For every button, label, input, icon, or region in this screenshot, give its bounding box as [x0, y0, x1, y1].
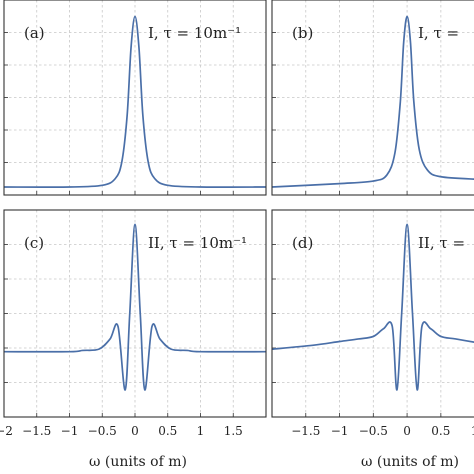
x-tick-label: 0 — [403, 424, 411, 438]
panel-d: −1.5 −1 −0.5 0 0.5 1 (d) II, τ = — [271, 209, 474, 438]
panel-letter-d: (d) — [292, 234, 313, 252]
panel-frame — [271, 209, 474, 418]
panel-annotation-a: I, τ = 10m⁻¹ — [148, 24, 241, 42]
panel-annotation-b: I, τ = — [418, 24, 459, 42]
x-tick-label: 1 — [471, 424, 474, 438]
x-tick-label: −0.5 — [88, 424, 117, 438]
panel-frame — [3, 0, 267, 196]
x-tick-label: 1 — [197, 424, 205, 438]
series-line — [272, 15, 474, 188]
x-tick-label: −1.5 — [291, 424, 320, 438]
x-tick-label: 0.5 — [431, 424, 450, 438]
series-line — [4, 223, 266, 391]
x-tick-label: −1 — [61, 424, 79, 438]
series-line — [272, 223, 474, 391]
x-tick-label: −0.5 — [359, 424, 388, 438]
x-tick-label: 0 — [131, 424, 139, 438]
x-tick-label: 0.5 — [158, 424, 177, 438]
panel-frame — [271, 0, 474, 196]
x-axis-label-right: ω (units of m) — [361, 454, 459, 470]
panel-c: −2 −1.5 −1 −0.5 0 0.5 1 1.5 (c) II, τ = 10m⁻¹ — [0, 209, 267, 438]
panel-letter-a: (a) — [24, 24, 45, 42]
panel-letter-b: (b) — [292, 24, 313, 42]
panel-b: (b) I, τ = — [271, 0, 474, 196]
x-tick-label: 1.5 — [224, 424, 243, 438]
panel-letter-c: (c) — [24, 234, 44, 252]
panel-frame — [3, 209, 267, 418]
panel-annotation-c: II, τ = 10m⁻¹ — [148, 234, 247, 252]
x-tick-label: −2 — [0, 424, 13, 438]
panel-a: (a) I, τ = 10m⁻¹ — [3, 0, 267, 196]
x-tick-label: −1.5 — [22, 424, 51, 438]
x-tick-label: −1 — [331, 424, 349, 438]
panel-annotation-d: II, τ = — [418, 234, 465, 252]
series-line — [4, 15, 266, 188]
x-axis-label-left: ω (units of m) — [89, 454, 187, 470]
